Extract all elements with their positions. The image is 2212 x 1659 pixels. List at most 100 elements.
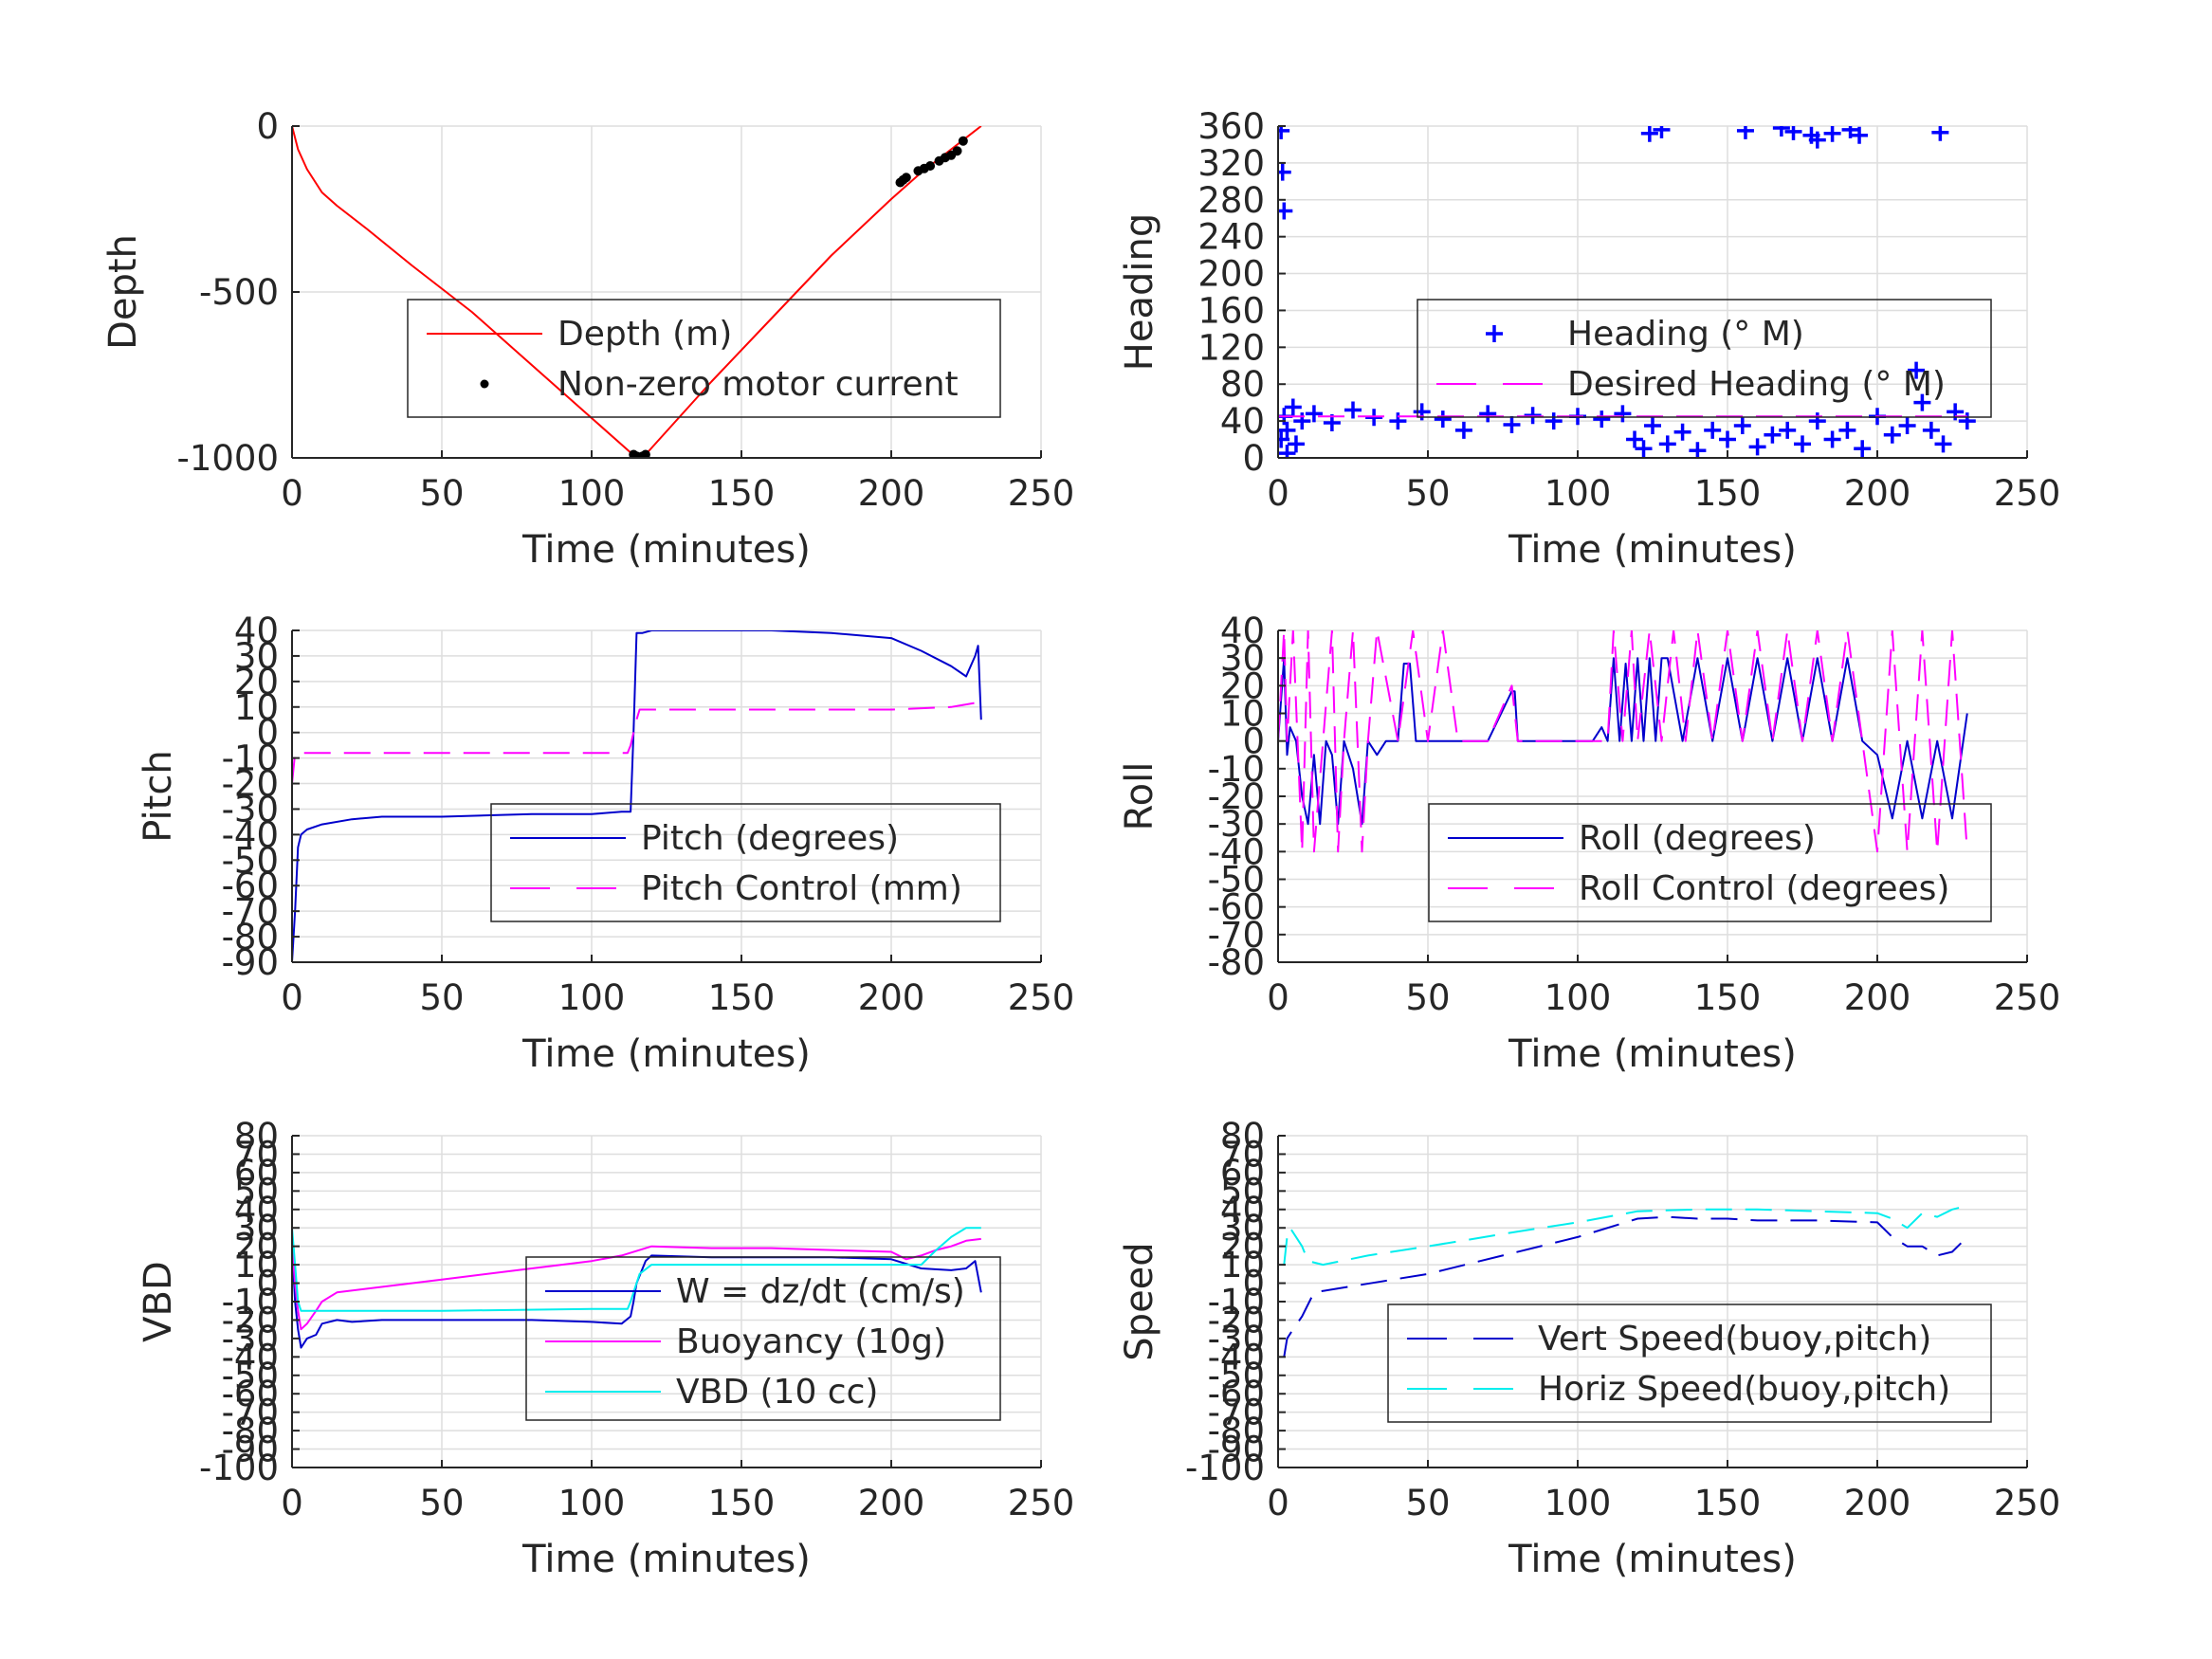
y-axis-label: Heading xyxy=(1118,213,1161,371)
y-axis-label: Depth xyxy=(101,234,145,350)
y-tick-label: -70 xyxy=(222,1393,279,1433)
x-tick-label: 50 xyxy=(419,473,464,514)
y-tick-label: 200 xyxy=(1197,254,1265,295)
legend-label: Pitch Control (mm) xyxy=(641,869,962,908)
y-tick-label: -80 xyxy=(222,917,279,957)
y-tick-label: 0 xyxy=(1242,438,1265,479)
y-tick-label: -20 xyxy=(222,764,279,805)
legend-box xyxy=(1387,1304,1992,1423)
data-point-1-7 xyxy=(901,173,911,183)
y-tick-label: 40 xyxy=(1220,611,1265,651)
y-tick-label: -30 xyxy=(1208,1319,1265,1359)
y-tick-label: 30 xyxy=(234,636,279,677)
x-axis-label: Time (minutes) xyxy=(521,528,811,572)
data-point-1-14 xyxy=(952,146,962,156)
legend-label: Non-zero motor current xyxy=(558,365,959,404)
y-tick-label: 40 xyxy=(1220,401,1265,442)
data-point-0-16 xyxy=(1479,405,1497,423)
x-tick-label: 100 xyxy=(558,1483,626,1523)
x-tick-label: 0 xyxy=(1267,1483,1289,1523)
data-point-0-45 xyxy=(1922,421,1940,439)
x-tick-label: 150 xyxy=(1694,473,1762,514)
y-tick-label: -40 xyxy=(222,1337,279,1377)
x-tick-label: 0 xyxy=(281,1483,303,1523)
y-tick-label: -40 xyxy=(1208,1337,1265,1377)
y-tick-label: 20 xyxy=(1220,1227,1265,1267)
y-tick-label: 40 xyxy=(234,611,279,651)
data-point-0-3 xyxy=(1278,430,1290,448)
legend-label: Depth (m) xyxy=(558,315,732,354)
y-tick-label: -80 xyxy=(222,1411,279,1451)
y-tick-label: 20 xyxy=(1220,665,1265,706)
x-tick-label: 250 xyxy=(1994,1483,2061,1523)
y-tick-label: -10 xyxy=(1208,749,1265,790)
series-0-line xyxy=(1278,657,1968,826)
y-axis-label: Roll xyxy=(1118,762,1161,831)
x-tick-label: 100 xyxy=(558,473,626,514)
data-point-0-48 xyxy=(1958,412,1976,430)
data-point-0-34 xyxy=(1779,421,1797,439)
y-axis-label: Pitch xyxy=(137,750,180,842)
y-tick-label: 0 xyxy=(256,106,279,147)
y-tick-label: 120 xyxy=(1197,327,1265,368)
y-tick-label: 80 xyxy=(234,1116,279,1157)
speed-subplot: 0 50 100 150 200 25080706050403020100-10-20-3… xyxy=(1118,1116,2060,1581)
y-tick-label: 50 xyxy=(1220,1171,1265,1212)
y-tick-label: -50 xyxy=(222,840,279,881)
x-tick-label: 200 xyxy=(858,977,925,1018)
data-point-0-17 xyxy=(1503,416,1521,433)
data-point-0-55 xyxy=(1808,131,1826,149)
y-tick-label: 10 xyxy=(234,687,279,728)
y-tick-label: 10 xyxy=(234,1245,279,1285)
data-point-0-27 xyxy=(1673,423,1691,441)
x-tick-label: 0 xyxy=(281,977,303,1018)
x-axis-label: Time (minutes) xyxy=(1508,528,1797,572)
pitch-subplot: 0 50 100 150 200 250403020100-10-20-30-40-50-… xyxy=(137,611,1074,1076)
data-point-0-57 xyxy=(1841,126,1859,138)
data-point-0-23 xyxy=(1626,430,1644,448)
y-tick-label: 70 xyxy=(234,1134,279,1175)
legend-box xyxy=(1428,803,1992,922)
data-point-0-53 xyxy=(1784,126,1802,140)
y-tick-label: 30 xyxy=(1220,638,1265,679)
data-point-0-8 xyxy=(1305,405,1323,423)
x-tick-label: 0 xyxy=(1267,473,1289,514)
data-point-0-21 xyxy=(1593,410,1611,428)
legend-label: W = dz/dt (cm/s) xyxy=(676,1272,965,1311)
series-layer xyxy=(1283,1204,1968,1358)
y-tick-label: 10 xyxy=(1220,694,1265,735)
series-2-line xyxy=(292,1227,981,1312)
legend-label: Horiz Speed(buoy,pitch) xyxy=(1538,1370,1950,1409)
y-tick-label: -30 xyxy=(222,789,279,830)
y-tick-label: -70 xyxy=(1208,1393,1265,1433)
x-axis-label: Time (minutes) xyxy=(1508,1538,1797,1581)
series-0-line xyxy=(1283,1215,1968,1358)
y-tick-label: -1000 xyxy=(176,438,279,479)
data-point-0-50 xyxy=(1653,126,1671,138)
y-tick-label: -10 xyxy=(222,738,279,779)
data-point-0-1 xyxy=(1278,163,1291,181)
legend: Depth (m) Non-zero motor current xyxy=(407,299,1001,418)
x-axis-label: Time (minutes) xyxy=(521,1538,811,1581)
x-tick-label: 50 xyxy=(419,1483,464,1523)
data-point-0-59 xyxy=(1931,126,1949,141)
x-tick-label: 0 xyxy=(1267,977,1289,1018)
series-1-line xyxy=(292,701,981,784)
y-tick-label: -50 xyxy=(1208,860,1265,901)
x-tick-label: 50 xyxy=(1405,473,1450,514)
y-tick-label: 0 xyxy=(256,1264,279,1304)
data-point-0-58 xyxy=(1851,126,1869,144)
legend-swatch xyxy=(480,379,489,389)
vbd-subplot: 0 50 100 150 200 25080706050403020100-10-20-3… xyxy=(137,1116,1074,1581)
series-1-line xyxy=(292,1237,981,1331)
x-tick-label: 100 xyxy=(1545,977,1612,1018)
legend-label: Roll (degrees) xyxy=(1579,819,1816,858)
data-point-0-41 xyxy=(1883,426,1901,444)
x-axis-label: Time (minutes) xyxy=(521,1032,811,1076)
series-layer xyxy=(292,126,982,458)
x-tick-label: 250 xyxy=(1994,977,2061,1018)
y-tick-label: 320 xyxy=(1197,143,1265,184)
x-tick-label: 0 xyxy=(281,473,303,514)
legend-box xyxy=(407,299,1001,418)
x-axis-label: Time (minutes) xyxy=(1508,1032,1797,1076)
